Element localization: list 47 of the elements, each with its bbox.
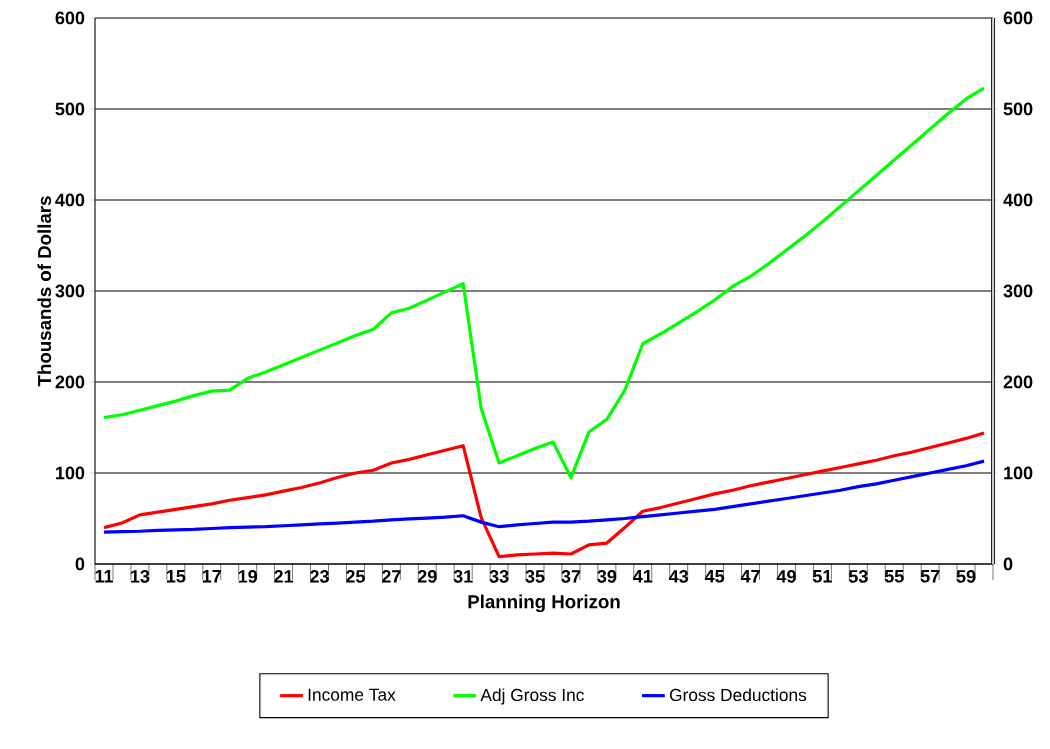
y-tick-label: 300 (55, 284, 85, 298)
x-tick-label: 11 (95, 570, 114, 583)
y-tick-label: 200 (55, 375, 85, 389)
x-tick-label: 35 (525, 570, 545, 583)
x-tick-label: 13 (131, 570, 150, 583)
x-tick-label: 17 (202, 570, 221, 583)
x-tick-label: 41 (633, 570, 653, 583)
legend-label: Income Tax (308, 688, 396, 701)
x-tick-label: 31 (453, 570, 473, 583)
x-tick-label: 45 (704, 570, 725, 583)
x-tick-label: 37 (561, 570, 581, 583)
x-axis-title: Planning Horizon (468, 594, 620, 613)
x-tick-label: 29 (417, 570, 437, 583)
x-tick-label: 25 (346, 570, 365, 583)
x-tick-label: 47 (740, 570, 760, 583)
y-tick-label: 0 (75, 557, 85, 571)
y-tick-label: 500 (55, 102, 85, 116)
y2-tick-label: 400 (1003, 193, 1033, 207)
y2-tick-label: 200 (1003, 375, 1033, 389)
legend-label: Gross Deductions (669, 688, 807, 702)
x-tick-label: 15 (166, 570, 186, 583)
y2-tick-label: 0 (1003, 557, 1013, 571)
y2-tick-label: 600 (1003, 11, 1033, 25)
x-tick-label: 59 (956, 570, 976, 583)
x-tick-label: 21 (274, 570, 294, 583)
line-series (102, 431, 986, 559)
x-tick-label: 33 (489, 570, 509, 583)
x-tick-label: 19 (238, 570, 258, 583)
y-tick-label: 100 (56, 466, 85, 480)
line-series (102, 86, 986, 480)
x-tick-label: 27 (381, 570, 401, 583)
y-tick-label: 600 (55, 11, 85, 25)
x-tick-label: 57 (920, 570, 940, 583)
x-tick-label: 49 (776, 570, 796, 583)
x-tick-label: 55 (884, 570, 904, 583)
y-axis-title: Thousands of Dollars (37, 196, 52, 387)
y2-tick-label: 100 (1004, 466, 1033, 480)
line-series (102, 459, 986, 534)
legend-label: Adj Gross Inc (480, 688, 584, 705)
y2-tick-label: 500 (1003, 102, 1033, 116)
y-tick-label: 400 (55, 193, 85, 207)
x-tick-label: 39 (597, 570, 617, 583)
x-tick-label: 53 (848, 570, 868, 583)
x-tick-label: 43 (668, 570, 689, 583)
y2-tick-label: 300 (1003, 284, 1033, 298)
x-tick-label: 51 (812, 570, 832, 583)
x-tick-label: 23 (310, 570, 329, 583)
